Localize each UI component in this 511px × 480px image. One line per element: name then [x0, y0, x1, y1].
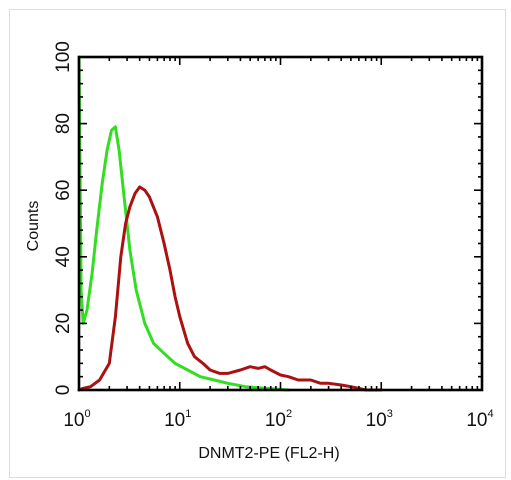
x-tick-label: 104 — [466, 408, 493, 431]
x-tick-label: 100 — [63, 408, 90, 431]
y-tick-label: 0 — [53, 385, 74, 396]
y-tick-label: 60 — [53, 180, 74, 201]
y-tick-label: 100 — [53, 41, 74, 73]
axes-box — [77, 55, 484, 392]
series-line-1 — [77, 55, 290, 392]
x-tick-label: 103 — [366, 408, 393, 431]
series-line-2 — [77, 185, 383, 392]
x-tick-label: 102 — [265, 408, 292, 431]
y-tick-label: 80 — [53, 113, 74, 134]
y-axis-title: Counts — [25, 201, 42, 252]
outer-frame — [9, 9, 506, 478]
y-tick-label: 40 — [53, 246, 74, 267]
x-axis-title: DNMT2-PE (FL2-H) — [198, 445, 339, 462]
x-tick-label: 101 — [164, 408, 191, 431]
y-tick-label: 20 — [53, 313, 74, 334]
plot-area: 0 20 40 60 80 100 100 101 102 103 104 — [53, 41, 494, 431]
